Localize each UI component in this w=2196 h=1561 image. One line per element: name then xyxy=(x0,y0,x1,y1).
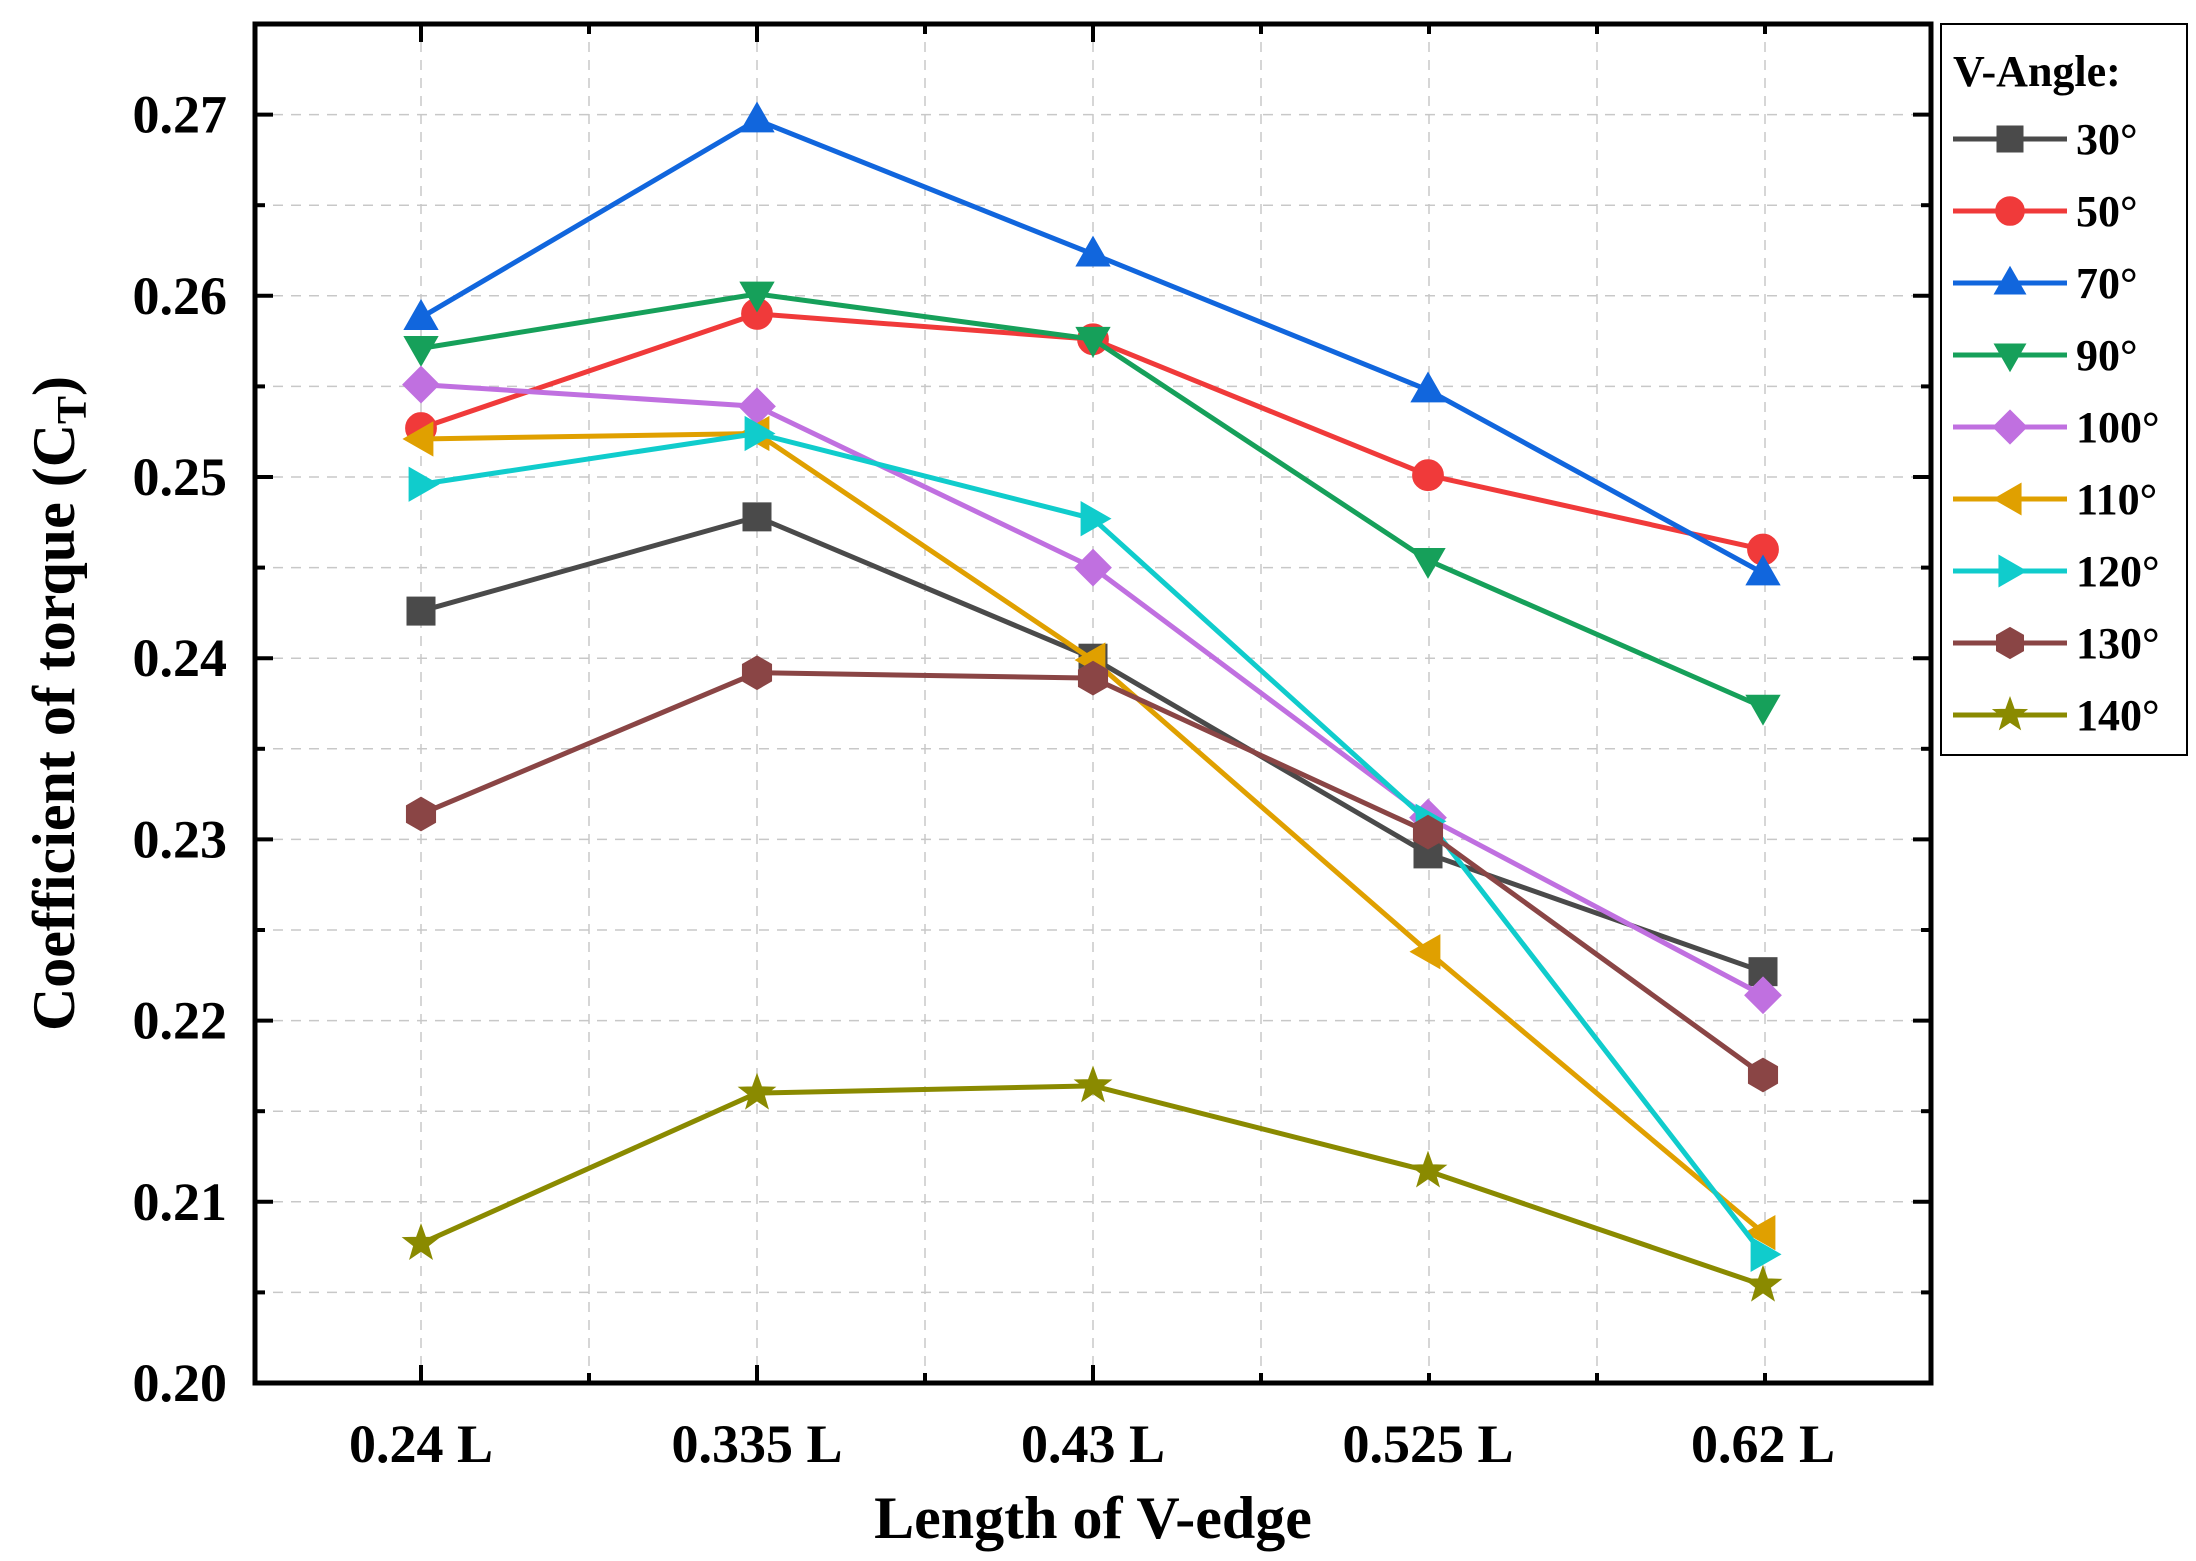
legend-item: 140° xyxy=(1953,691,2160,740)
legend-item: 120° xyxy=(1953,547,2160,596)
data-point xyxy=(1080,501,1112,537)
data-point xyxy=(402,421,434,457)
legend-marker xyxy=(1995,196,2025,226)
legend-item: 100° xyxy=(1953,403,2160,452)
axis-ticks xyxy=(255,22,1931,1385)
data-point xyxy=(1745,554,1781,586)
series-line xyxy=(420,670,1765,1077)
y-axis-title-close: ) xyxy=(21,376,87,396)
y-axis-title-sub: T xyxy=(50,396,96,424)
legend-label: 50° xyxy=(2076,187,2138,236)
data-point xyxy=(1074,548,1112,587)
data-point xyxy=(739,101,775,133)
x-tick-label: 0.335 L xyxy=(671,1414,842,1474)
series-layer xyxy=(401,101,1783,1302)
legend: V-Angle: 30° 50° 70° 90° 100° 110° 120° 130° 140° xyxy=(1940,23,2188,756)
data-point xyxy=(408,466,440,502)
x-tick-label: 0.525 L xyxy=(1342,1414,1513,1474)
series-6 xyxy=(408,415,1782,1273)
x-tick-label: 0.24 L xyxy=(349,1414,493,1474)
series-4 xyxy=(402,365,1782,1015)
data-point xyxy=(1412,814,1444,850)
series-line xyxy=(419,1083,1764,1288)
legend-label: 70° xyxy=(2076,259,2138,308)
data-point xyxy=(1744,976,1782,1015)
legend-label: 30° xyxy=(2076,115,2138,164)
legend-marker xyxy=(1993,343,2027,373)
series-7 xyxy=(405,655,1779,1093)
series-5 xyxy=(402,415,1776,1251)
data-point xyxy=(1750,1236,1782,1273)
x-axis-title: Length of V-edge xyxy=(874,1485,1312,1551)
y-tick-label: 0.25 xyxy=(133,447,228,507)
legend-marker xyxy=(1996,125,2024,153)
y-tick-label: 0.22 xyxy=(133,991,228,1051)
data-point xyxy=(1410,547,1446,579)
legend-item: 50° xyxy=(1953,187,2138,236)
x-tick-labels: 0.24 L 0.335 L 0.43 L 0.525 L 0.62 L xyxy=(349,1414,1835,1474)
data-point xyxy=(405,796,437,832)
legend-label: 130° xyxy=(2076,619,2160,668)
legend-marker xyxy=(1995,626,2025,660)
legend-title: V-Angle: xyxy=(1953,47,2121,96)
y-tick-label: 0.24 xyxy=(133,628,228,688)
legend-marker xyxy=(1992,482,2022,516)
y-axis-title-main: Coefficient of torque (C xyxy=(21,424,87,1031)
legend-marker xyxy=(1991,695,2029,731)
legend-label: 100° xyxy=(2076,403,2160,452)
legend-label: 120° xyxy=(2076,547,2160,596)
legend-marker xyxy=(1992,409,2028,445)
data-point xyxy=(402,365,440,404)
data-point xyxy=(1408,1150,1448,1188)
data-point xyxy=(1077,660,1109,696)
data-point xyxy=(1747,1057,1779,1093)
y-tick-label: 0.20 xyxy=(133,1353,228,1413)
data-point xyxy=(401,1223,441,1260)
data-point xyxy=(1073,1065,1113,1103)
data-point xyxy=(1412,459,1444,492)
legend-label: 90° xyxy=(2076,331,2138,380)
data-point xyxy=(1075,235,1111,267)
data-point xyxy=(1745,694,1781,726)
y-tick-label: 0.27 xyxy=(133,85,228,145)
data-point xyxy=(406,596,436,626)
data-point xyxy=(1743,1264,1783,1302)
legend-item: 90° xyxy=(1953,331,2138,380)
data-point xyxy=(403,299,439,330)
data-point xyxy=(403,335,439,367)
legend-marker xyxy=(1998,554,2028,588)
data-point xyxy=(742,502,772,532)
data-point xyxy=(737,1072,777,1110)
x-tick-label: 0.62 L xyxy=(1691,1414,1835,1474)
y-tick-label: 0.21 xyxy=(133,1172,228,1232)
x-tick-label: 0.43 L xyxy=(1021,1414,1165,1474)
legend-label: 140° xyxy=(2076,691,2160,740)
data-point xyxy=(738,387,776,426)
data-point xyxy=(739,281,775,313)
legend-box xyxy=(1940,23,2188,756)
grid-lines xyxy=(255,24,1931,1383)
data-point xyxy=(744,415,776,452)
data-point xyxy=(1075,326,1111,358)
data-point xyxy=(1409,934,1441,970)
data-point xyxy=(741,655,773,691)
legend-marker xyxy=(1993,265,2027,295)
data-point xyxy=(1744,1214,1776,1251)
legend-item: 70° xyxy=(1953,259,2138,308)
legend-item: 110° xyxy=(1953,475,2157,524)
series-8 xyxy=(401,1065,1783,1302)
data-point xyxy=(1410,371,1446,403)
legend-label: 110° xyxy=(2076,475,2157,524)
y-tick-labels: 0.20 0.21 0.22 0.23 0.24 0.25 0.26 0.27 xyxy=(133,85,228,1413)
legend-item: 30° xyxy=(1953,115,2138,164)
y-tick-label: 0.23 xyxy=(133,809,228,869)
series-2 xyxy=(403,101,1781,586)
y-axis-title: Coefficient of torque (CT) xyxy=(21,376,96,1031)
y-tick-label: 0.26 xyxy=(133,266,228,326)
legend-item: 130° xyxy=(1953,619,2160,668)
series-3 xyxy=(403,281,1781,726)
